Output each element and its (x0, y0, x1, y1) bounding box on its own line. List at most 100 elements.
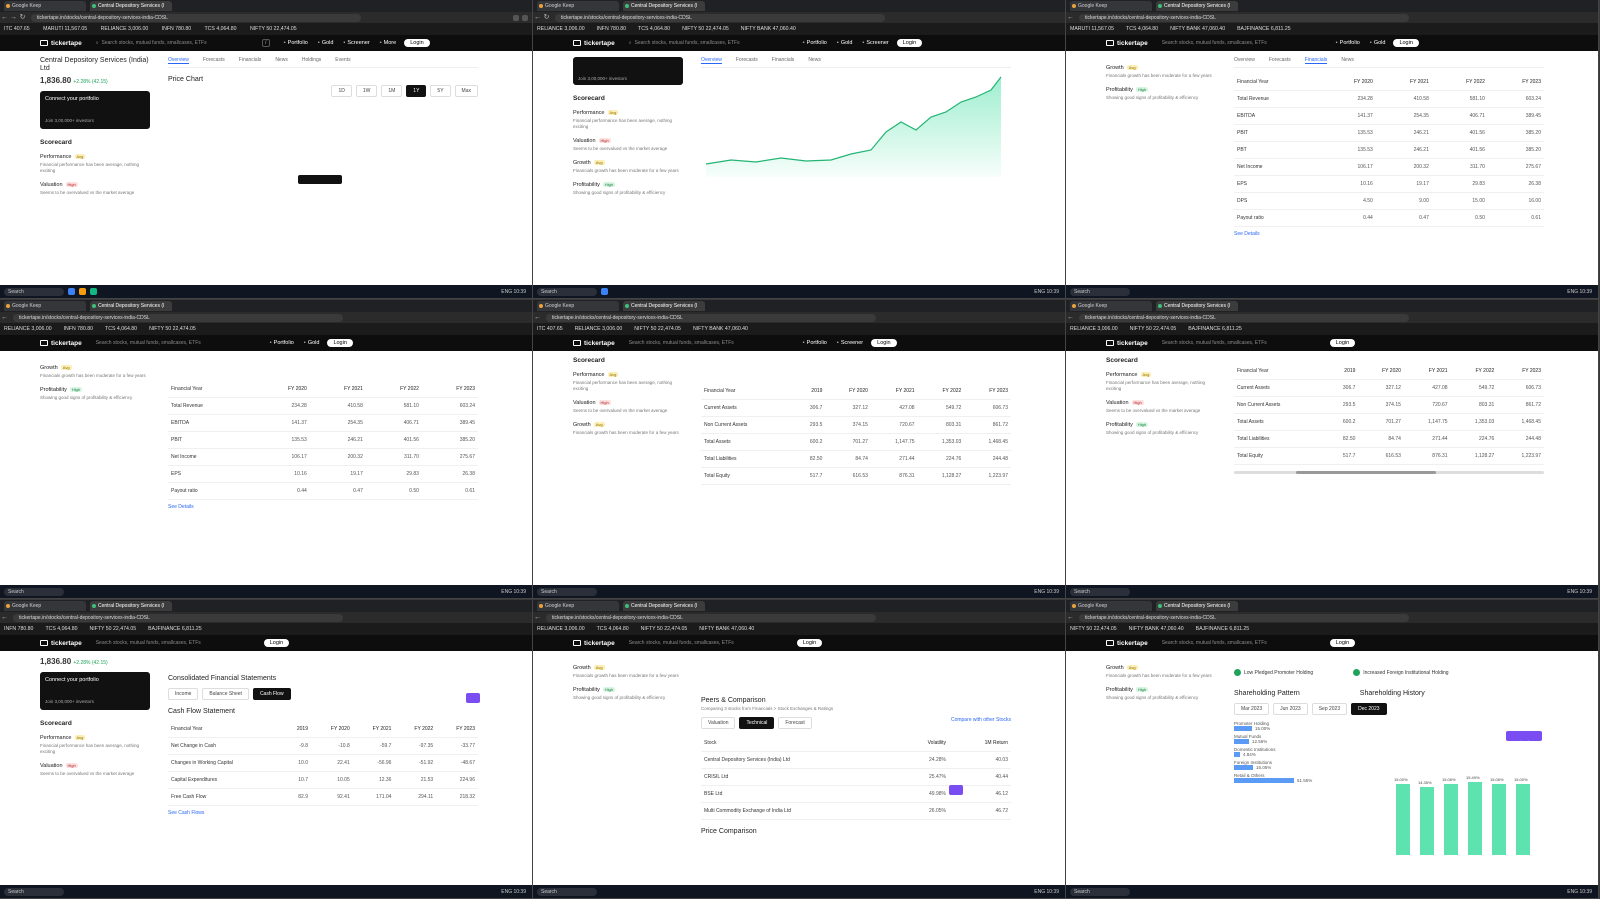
peers-valuation[interactable]: Valuation (701, 717, 736, 729)
add-peer-button[interactable] (949, 785, 963, 795)
url-field[interactable]: tickertape.in/stocks/central-depository-… (13, 613, 343, 622)
scorecard-profitability[interactable]: Profitability High Showing good signs of p… (40, 387, 133, 400)
price-line-chart[interactable] (701, 72, 1011, 182)
back-icon[interactable]: ← (1067, 314, 1074, 321)
browser-tab-tickertape[interactable]: Central Depository Services (I (1156, 301, 1238, 311)
url-field[interactable]: tickertape.in/stocks/central-depository-… (546, 313, 876, 322)
nav-gold[interactable]: Gold (837, 40, 853, 46)
tickertape-logo[interactable]: tickertape (1106, 340, 1148, 347)
statement-income[interactable]: Income (168, 688, 199, 700)
table-row[interactable]: CRISIL Ltd 25.47% 40.44 (701, 768, 1011, 786)
url-field[interactable]: tickertape.in/stocks/central-depository-… (546, 613, 876, 622)
taskbar-search[interactable]: Search (537, 587, 597, 596)
login-button[interactable]: Login (1329, 339, 1356, 347)
browser-tab-keep[interactable]: Google Keep (1070, 601, 1152, 611)
tab-news[interactable]: News (275, 57, 288, 63)
scorecard-growth[interactable]: Growth Avg Financials growth has been mode… (573, 422, 679, 435)
taskbar-search[interactable]: Search (537, 287, 597, 296)
scorecard-profitability[interactable]: Profitability High Showing good signs of p… (573, 687, 666, 700)
login-button[interactable]: Login (1393, 39, 1419, 47)
browser-tab-tickertape[interactable]: Central Depository Services (I (623, 301, 705, 311)
back-icon[interactable]: ← (1, 14, 8, 21)
browser-tab-tickertape[interactable]: Central Depository Services (I (1156, 601, 1238, 611)
search-input[interactable]: Search stocks, mutual funds, smallcases,… (95, 639, 201, 646)
taskbar-search[interactable]: Search (1070, 587, 1130, 596)
see-details-link[interactable]: See Details (168, 504, 194, 510)
scorecard-performance[interactable]: Performance Avg Financial performance has … (40, 735, 140, 754)
tab-overview[interactable]: Overview (1234, 57, 1255, 63)
scorecard-growth[interactable]: Growth Avg Financials growth has been mode… (1106, 65, 1212, 78)
scorecard-profitability[interactable]: Profitability High Showing good signs of p… (573, 182, 666, 195)
quarter-dec-2023[interactable]: Dec 2023 (1351, 703, 1387, 715)
taskbar-search[interactable]: Search (1070, 287, 1130, 296)
scorecard-growth[interactable]: Growth Avg Financials growth has been mode… (40, 365, 146, 378)
table-row[interactable]: Central Depository Services (India) Ltd 2… (701, 751, 1011, 769)
browser-tab-keep[interactable]: Google Keep (4, 1, 86, 11)
see-cash-flows-link[interactable]: See Cash Flows (168, 810, 205, 816)
tab-financials[interactable]: Financials (238, 57, 262, 63)
login-button[interactable]: Login (896, 39, 923, 47)
browser-tab-keep[interactable]: Google Keep (1070, 301, 1152, 311)
tab-financials[interactable]: Financials (1304, 57, 1328, 64)
browser-tab-keep[interactable]: Google Keep (537, 301, 619, 311)
browser-tab-tickertape[interactable]: Central Depository Services (I (623, 601, 705, 611)
browser-tab-tickertape[interactable]: Central Depository Services (I (1156, 1, 1238, 11)
connect-portfolio-card[interactable]: Connect your portfolio Join 3,00,000+ in… (40, 91, 150, 129)
nav-screener[interactable]: Screener (862, 40, 888, 46)
tab-news[interactable]: News (808, 57, 821, 63)
scorecard-valuation[interactable]: Valuation High Seems to be overvalued vs t… (573, 400, 668, 413)
url-field[interactable]: tickertape.in/stocks/central-depository-… (1079, 613, 1409, 622)
app-icon[interactable] (90, 288, 97, 295)
browser-tab-keep[interactable]: Google Keep (1070, 1, 1152, 11)
tickertape-logo[interactable]: tickertape (1106, 640, 1148, 647)
search-input[interactable]: Search stocks, mutual funds, smallcases,… (628, 639, 734, 646)
tab-forecasts[interactable]: Forecasts (735, 57, 758, 63)
range-1y[interactable]: 1Y (406, 85, 427, 97)
range-1d[interactable]: 1D (331, 85, 352, 97)
scorecard-performance[interactable]: Performance Avg Financial performance has … (573, 372, 673, 391)
quarter-jun-2023[interactable]: Jun 2023 (1273, 703, 1308, 715)
reload-icon[interactable]: ↻ (543, 14, 550, 21)
scorecard-valuation[interactable]: Valuation High Seems to be overvalued vs t… (573, 138, 668, 151)
scorecard-growth[interactable]: Growth Avg Financials growth has been mode… (1106, 665, 1212, 678)
tickertape-logo[interactable]: tickertape (40, 40, 82, 47)
scorecard-performance[interactable]: Performance Avg Financial performance has … (573, 110, 673, 129)
scorecard-profitability[interactable]: Profitability High Showing good signs of p… (1106, 687, 1199, 700)
back-icon[interactable]: ← (1, 314, 8, 321)
table-row[interactable]: Multi Commodity Exchange of India Ltd 26.… (701, 802, 1011, 820)
tickertape-logo[interactable]: tickertape (573, 340, 615, 347)
nav-gold[interactable]: Gold (1370, 40, 1386, 46)
search-input[interactable]: Search stocks, mutual funds, smallcases,… (1161, 39, 1267, 46)
search-input[interactable]: ⌕ Search stocks, mutual funds, smallcases… (95, 39, 207, 46)
login-button[interactable]: Login (796, 639, 823, 647)
scorecard-valuation[interactable]: Valuation High Seems to be overvalued vs t… (40, 182, 135, 195)
connect-portfolio-card[interactable]: Connect your portfolio Join 3,00,000+ inv… (40, 672, 150, 710)
tickertape-logo[interactable]: tickertape (40, 340, 82, 347)
quarter-mar-2023[interactable]: Mar 2023 (1234, 703, 1270, 715)
url-field[interactable]: tickertape.in/stocks/central-depository-… (1079, 313, 1409, 322)
profile-icon[interactable] (522, 14, 528, 21)
nav-gold[interactable]: Gold (318, 40, 334, 46)
range-max[interactable]: Max (454, 85, 478, 97)
scorecard-profitability[interactable]: Profitability High Showing good signs of p… (1106, 422, 1199, 435)
see-details-link[interactable]: See Details (1234, 231, 1260, 237)
quarter-sep-2023[interactable]: Sep 2023 (1311, 703, 1348, 715)
scorecard-growth[interactable]: Growth Avg Financials growth has been mode… (573, 665, 679, 678)
nav-portfolio[interactable]: Portfolio (803, 40, 827, 46)
url-field[interactable]: tickertape.in/stocks/central-depository-… (13, 313, 343, 322)
back-icon[interactable]: ← (1067, 614, 1074, 621)
peers-forecast[interactable]: Forecast (778, 717, 812, 729)
back-icon[interactable]: ← (534, 614, 541, 621)
nav-portfolio[interactable]: Portfolio (1336, 40, 1360, 46)
scorecard-profitability[interactable]: Profitability High Showing good signs of p… (1106, 87, 1199, 100)
statement-cash-flow[interactable]: Cash Flow (252, 688, 291, 700)
nav-screener[interactable]: Screener (343, 40, 369, 46)
connect-portfolio-card[interactable]: Join 3,00,000+ investors (573, 57, 683, 85)
tab-forecasts[interactable]: Forecasts (202, 57, 225, 63)
scorecard-performance[interactable]: Performance Avg Financial performance has … (1106, 372, 1206, 391)
tickertape-logo[interactable]: tickertape (1106, 40, 1148, 47)
taskbar-search[interactable]: Search (4, 587, 64, 596)
browser-tab-tickertape[interactable]: Central Depository Services (I (90, 601, 172, 611)
search-input[interactable]: Search stocks, mutual funds, smallcases,… (1161, 639, 1267, 646)
compare-link[interactable]: Compare with other Stocks (950, 717, 1011, 723)
